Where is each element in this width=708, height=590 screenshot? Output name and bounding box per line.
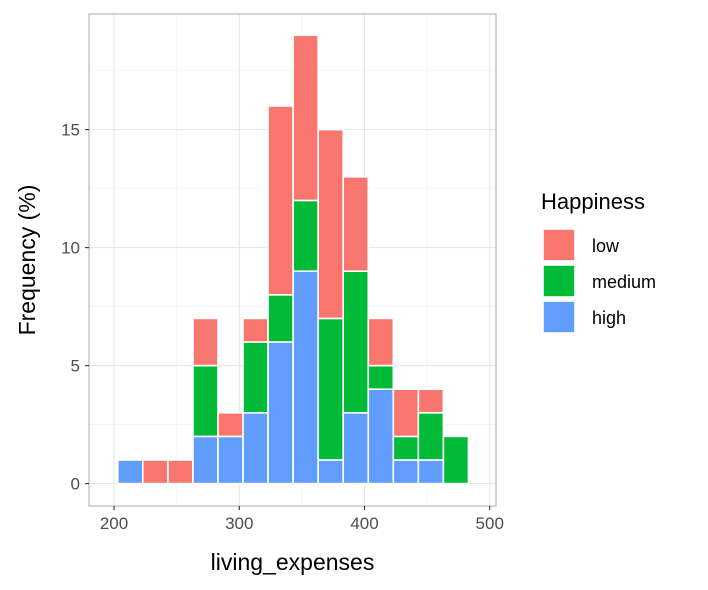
x-tick-label: 200 [100, 514, 128, 533]
legend-label-high: high [592, 308, 626, 328]
bar-medium [192, 364, 219, 438]
bar-low [367, 317, 395, 367]
bar-low [317, 128, 345, 320]
bar-high [192, 435, 219, 485]
bar-high [392, 459, 420, 485]
y-tick-label: 15 [61, 121, 80, 140]
legend: Happiness low medium high [541, 189, 656, 334]
x-tick-label: 500 [476, 514, 504, 533]
bar-low [417, 388, 445, 414]
bar-high [367, 388, 395, 485]
y-axis-title: Frequency (%) [14, 185, 40, 336]
bar-medium [367, 364, 395, 390]
y-tick-label: 10 [61, 239, 80, 258]
bar-medium [392, 435, 420, 461]
x-tick-label: 400 [350, 514, 378, 533]
bar-medium [442, 435, 470, 485]
y-axis-ticks: 0 5 10 15 [61, 121, 89, 494]
x-axis-title: living_expenses [211, 549, 375, 575]
bar-low [192, 317, 219, 367]
plot-panel-border [88, 13, 497, 507]
bar-low [217, 411, 244, 438]
bar-high [117, 459, 144, 485]
legend-key-medium [542, 264, 576, 298]
bar-high [317, 459, 345, 485]
legend-key-low [542, 228, 576, 262]
x-axis-ticks: 200 300 400 500 [100, 506, 504, 533]
y-tick-label: 5 [71, 357, 80, 376]
bar-low [167, 459, 194, 485]
bar-high [417, 459, 445, 485]
bar-low [142, 459, 169, 485]
bars [117, 34, 470, 485]
bar-low [292, 34, 319, 202]
legend-label-medium: medium [592, 272, 656, 292]
legend-key-high [542, 300, 576, 334]
y-tick-label: 0 [71, 475, 80, 494]
bar-medium [317, 317, 345, 461]
bar-low [242, 317, 269, 343]
bar-high [217, 435, 244, 485]
bar-low [267, 105, 294, 296]
x-tick-label: 300 [225, 514, 253, 533]
bar-low [392, 388, 420, 438]
bar-medium [267, 294, 294, 343]
bar-high [342, 411, 370, 485]
bar-high [267, 341, 294, 485]
bar-low [342, 176, 370, 273]
legend-label-low: low [592, 236, 620, 256]
bar-medium [342, 270, 370, 414]
bar-medium [242, 341, 269, 414]
bar-high [242, 411, 269, 485]
bar-medium [417, 411, 445, 461]
bar-high [292, 270, 319, 485]
bar-medium [292, 199, 319, 273]
legend-title: Happiness [541, 189, 645, 214]
